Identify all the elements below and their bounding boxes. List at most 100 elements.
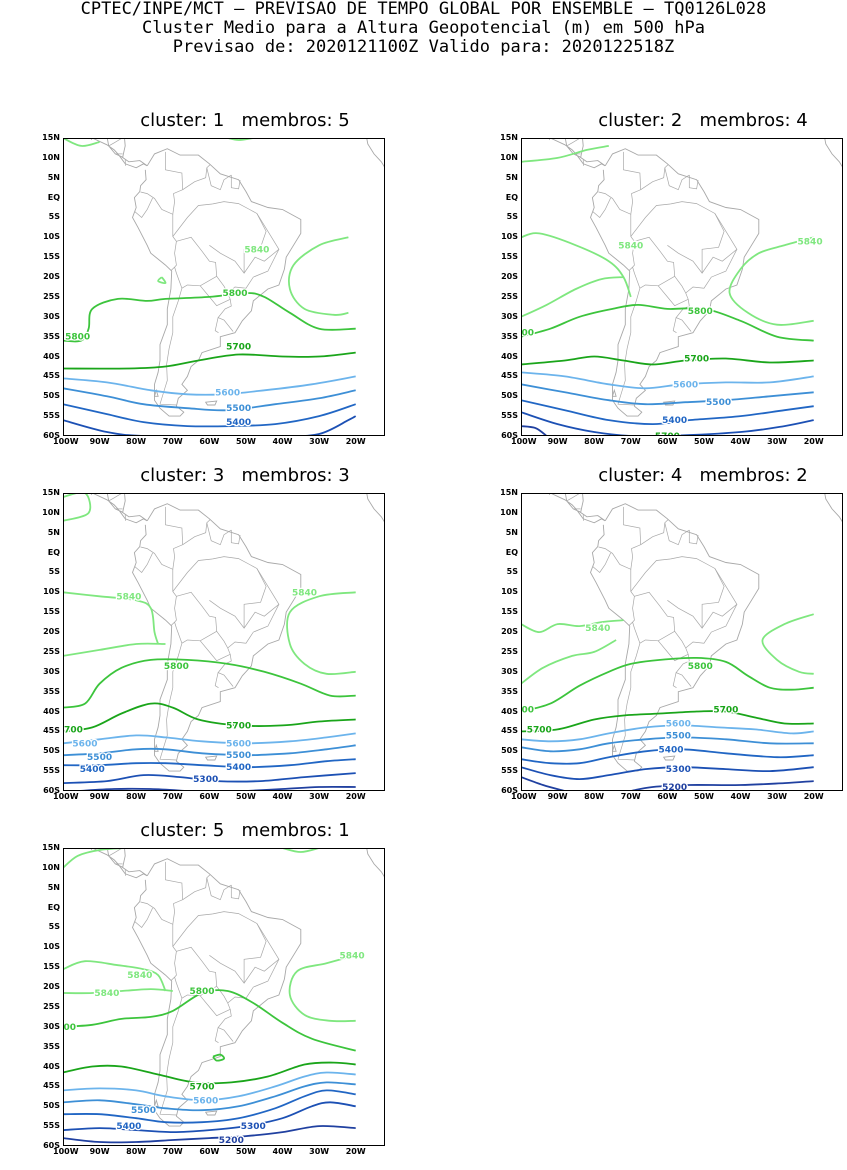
lon-tick-label: 80W bbox=[126, 437, 146, 446]
country-border bbox=[593, 553, 611, 573]
lat-tick-label: 40S bbox=[486, 707, 518, 716]
lat-tick-label: 50S bbox=[28, 1101, 60, 1110]
country-border bbox=[173, 204, 213, 237]
lat-tick-label: 15S bbox=[486, 252, 518, 261]
contour-label: 5840 bbox=[116, 592, 141, 602]
contour-5800 bbox=[63, 293, 356, 341]
lat-tick-label: 35S bbox=[28, 687, 60, 696]
contour-label: 5400 bbox=[226, 418, 251, 428]
lon-tick-label: 100W bbox=[53, 1147, 79, 1156]
island-outline bbox=[206, 1111, 217, 1115]
south-america-coastline bbox=[591, 149, 759, 416]
contour-label: 300 bbox=[63, 1023, 76, 1033]
contour-label: 5500 bbox=[706, 398, 731, 408]
country-border bbox=[135, 553, 153, 573]
contour-5600 bbox=[521, 372, 814, 388]
lon-tick-label: 40W bbox=[273, 792, 293, 801]
lat-tick-label: 50S bbox=[486, 391, 518, 400]
contour-5840 bbox=[158, 277, 166, 283]
contour-5800 bbox=[521, 658, 814, 712]
contour-label: 800 bbox=[521, 706, 534, 716]
figure-header: CPTEC/INPE/MCT — PREVISAO DE TEMPO GLOBA… bbox=[0, 0, 847, 57]
country-border bbox=[141, 862, 183, 924]
contour-label: 5500 bbox=[226, 751, 251, 761]
island-outline bbox=[206, 756, 217, 760]
lat-tick-label: 10N bbox=[28, 153, 60, 162]
contour-label: 5840 bbox=[127, 971, 152, 981]
country-border bbox=[175, 592, 217, 643]
country-border bbox=[673, 673, 676, 688]
contour-5700 bbox=[63, 703, 356, 731]
lat-tick-label: 55S bbox=[28, 1121, 60, 1130]
lat-tick-label: 15S bbox=[28, 607, 60, 616]
contour-label: 800 bbox=[521, 329, 534, 339]
lat-tick-label: 5N bbox=[486, 528, 518, 537]
lat-tick-label: 15N bbox=[28, 133, 60, 142]
contour-label: 5840 bbox=[94, 989, 119, 999]
lat-tick-label: 5S bbox=[486, 212, 518, 221]
lon-tick-label: 90W bbox=[90, 437, 110, 446]
lat-tick-label: 35S bbox=[486, 332, 518, 341]
contour-label: 5840 bbox=[798, 237, 823, 247]
lat-tick-label: EQ bbox=[28, 548, 60, 557]
country-border bbox=[599, 507, 641, 569]
contour-label: 5700 bbox=[63, 725, 83, 735]
contour-label: 5840 bbox=[618, 241, 643, 251]
country-border bbox=[641, 520, 668, 545]
contour-label: 5400 bbox=[80, 765, 105, 775]
lon-tick-label: 60W bbox=[199, 792, 219, 801]
lon-tick-label: 90W bbox=[90, 792, 110, 801]
lat-tick-label: 20S bbox=[28, 272, 60, 281]
lon-tick-label: 70W bbox=[621, 792, 641, 801]
lat-tick-label: 10S bbox=[28, 232, 60, 241]
contour-5840 bbox=[290, 955, 356, 1021]
contour-label: 5300 bbox=[241, 1122, 266, 1132]
lat-tick-label: 25S bbox=[28, 1002, 60, 1011]
island-outline bbox=[664, 756, 675, 760]
lon-tick-label: 90W bbox=[90, 1147, 110, 1156]
country-border bbox=[641, 165, 668, 190]
lat-tick-label: 40S bbox=[28, 1062, 60, 1071]
country-border bbox=[633, 592, 675, 643]
panel-title: cluster: 3 membros: 3 bbox=[30, 465, 460, 486]
header-line-2: Cluster Medio para a Altura Geopotencial… bbox=[0, 19, 847, 38]
lon-tick-label: 60W bbox=[657, 437, 677, 446]
lat-tick-label: 10N bbox=[28, 508, 60, 517]
country-border bbox=[673, 318, 676, 333]
contour-5840 bbox=[289, 237, 349, 315]
country-border bbox=[629, 569, 634, 625]
lon-tick-label: 90W bbox=[548, 437, 568, 446]
contour-5800 bbox=[63, 659, 356, 707]
lat-tick-label: 15N bbox=[28, 843, 60, 852]
lon-tick-label: 60W bbox=[657, 792, 677, 801]
lat-tick-label: 15S bbox=[486, 607, 518, 616]
contour-label: 5840 bbox=[585, 624, 610, 634]
lat-tick-label: 30S bbox=[486, 312, 518, 321]
country-border bbox=[631, 559, 671, 592]
contour-label: 5700 bbox=[527, 725, 552, 735]
lon-tick-label: 90W bbox=[548, 792, 568, 801]
lon-tick-label: 70W bbox=[163, 1147, 183, 1156]
south-america-coastline bbox=[133, 504, 301, 771]
lat-tick-label: 45S bbox=[28, 1081, 60, 1090]
central-america-coastline bbox=[63, 848, 147, 878]
lat-tick-label: 5N bbox=[486, 173, 518, 182]
lon-tick-label: 80W bbox=[584, 437, 604, 446]
country-border bbox=[183, 520, 210, 545]
lat-tick-label: 55S bbox=[486, 411, 518, 420]
lat-tick-label: 10N bbox=[486, 153, 518, 162]
country-border bbox=[658, 276, 688, 305]
contour-5500 bbox=[521, 384, 814, 404]
cluster-2-panel: cluster: 2 membros: 4 584058405800800570… bbox=[488, 110, 847, 460]
contour-5400 bbox=[63, 404, 356, 426]
central-america-coastline bbox=[521, 493, 605, 523]
lat-tick-label: 15N bbox=[486, 133, 518, 142]
contour-label: 5600 bbox=[666, 719, 691, 729]
contour-5840 bbox=[521, 233, 631, 297]
country-border bbox=[171, 924, 176, 980]
contour-5800 bbox=[63, 990, 356, 1051]
lat-tick-label: 5S bbox=[486, 567, 518, 576]
lon-tick-label: 30W bbox=[309, 437, 329, 446]
